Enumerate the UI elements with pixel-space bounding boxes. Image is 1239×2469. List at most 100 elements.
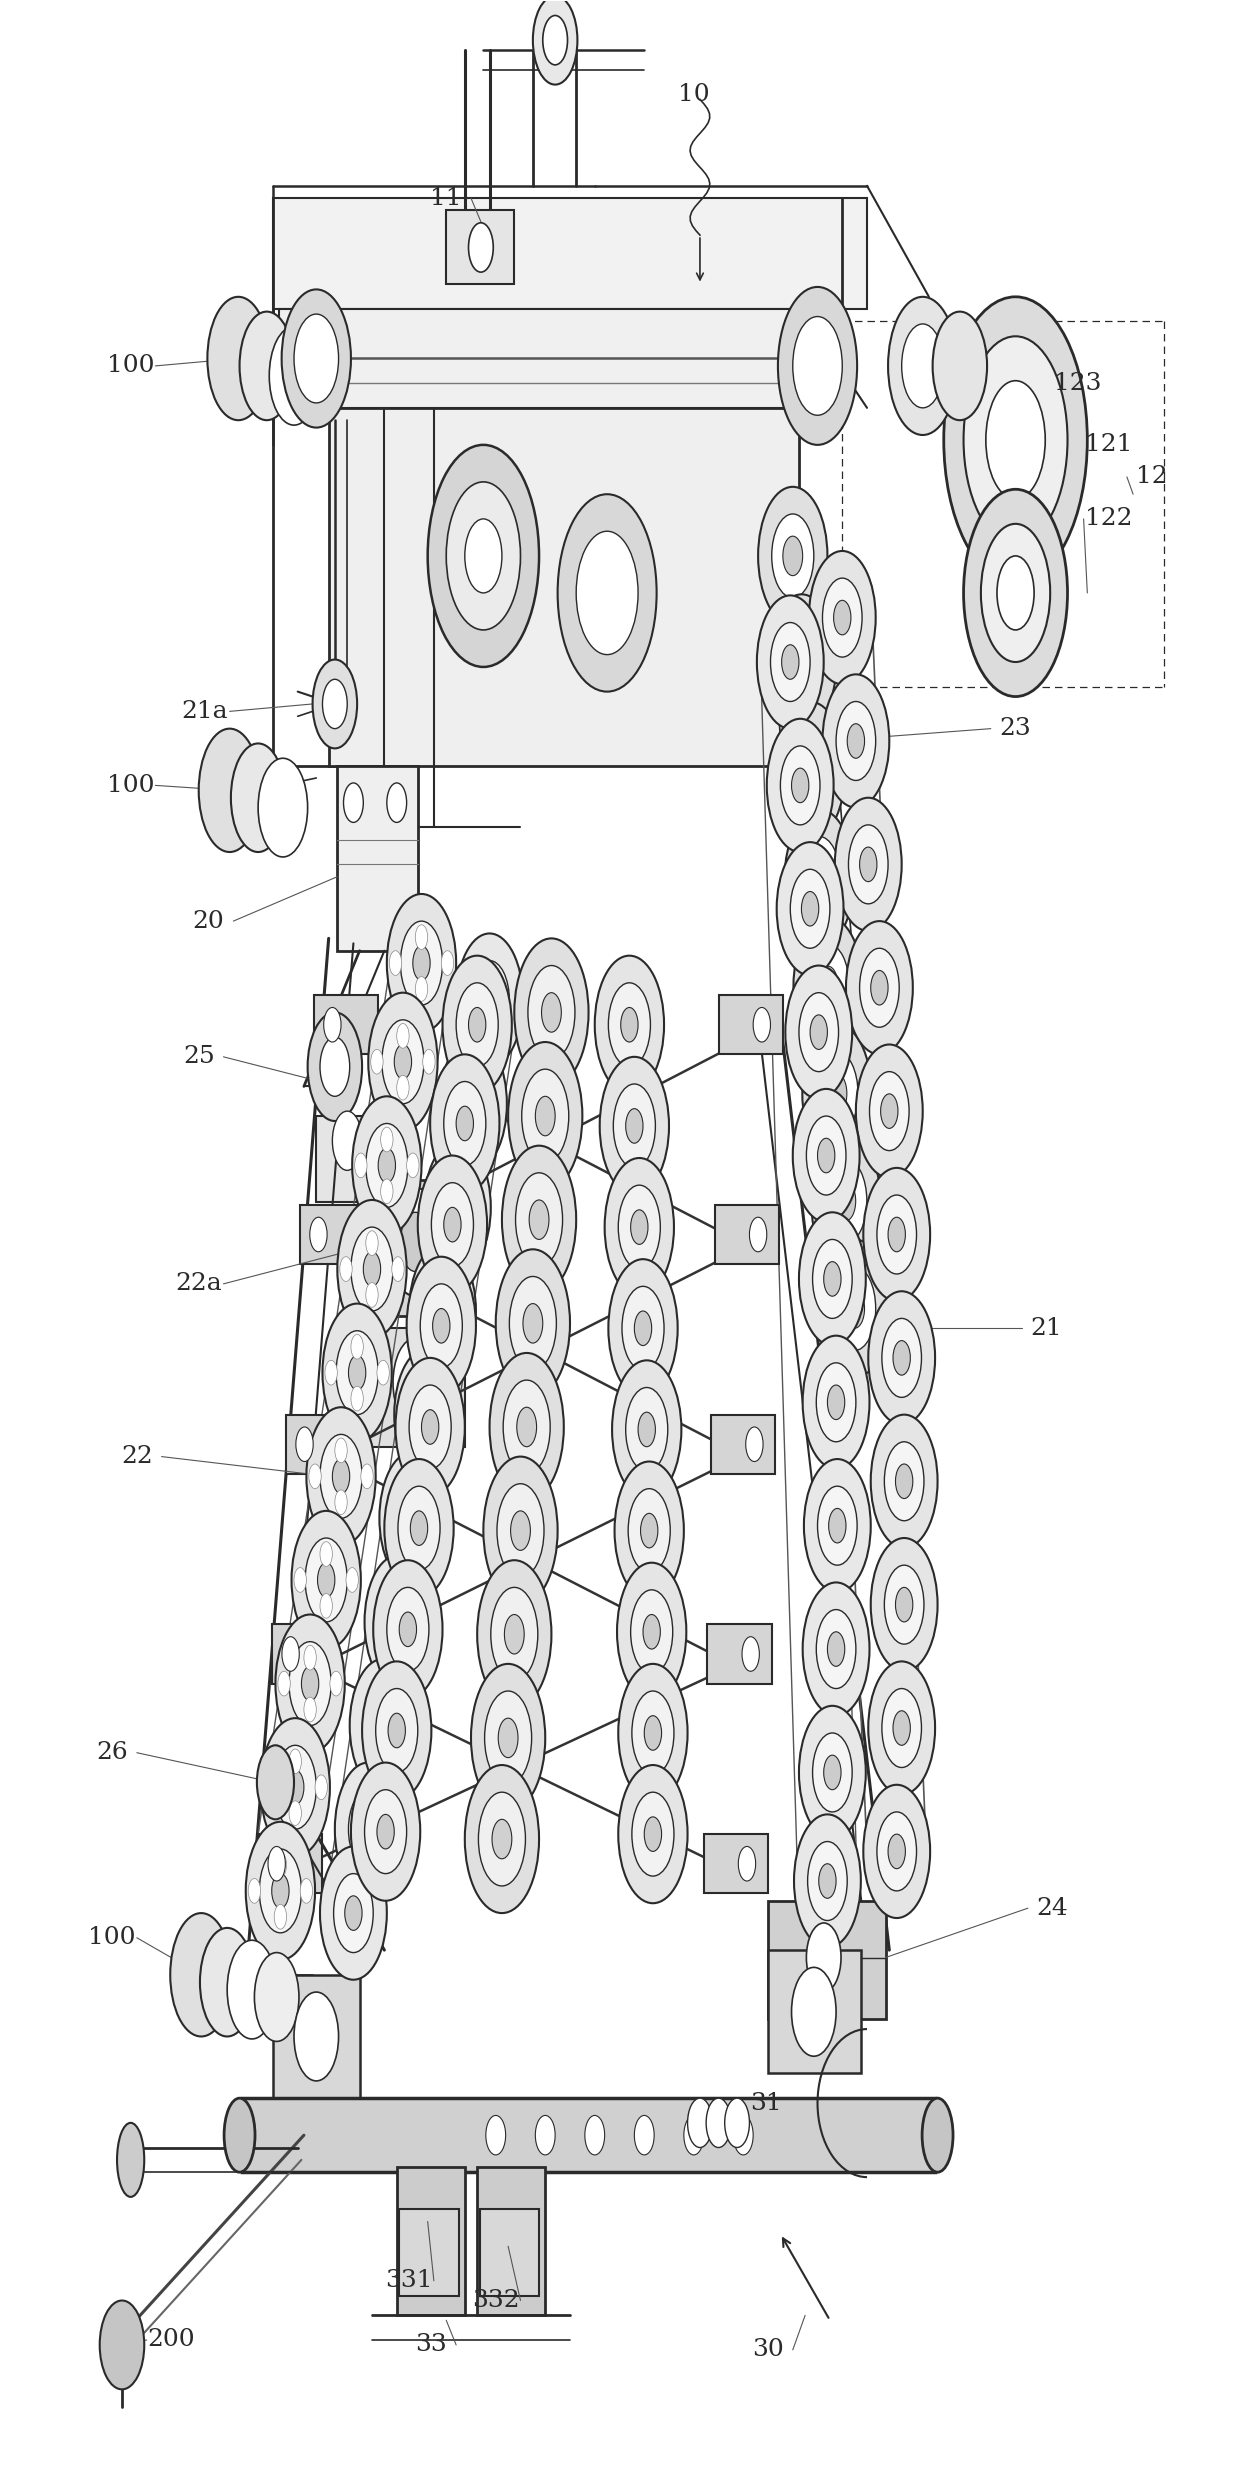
- Circle shape: [434, 1294, 451, 1328]
- Circle shape: [818, 965, 838, 1005]
- Circle shape: [337, 1200, 406, 1338]
- Circle shape: [442, 956, 512, 1094]
- Circle shape: [364, 1555, 431, 1689]
- Bar: [273, 1975, 359, 2099]
- Text: 30: 30: [752, 2338, 784, 2360]
- Text: 24: 24: [1037, 1896, 1068, 1921]
- Circle shape: [395, 1358, 465, 1496]
- Circle shape: [389, 951, 401, 975]
- Circle shape: [535, 2116, 555, 2155]
- Circle shape: [453, 1064, 493, 1143]
- Circle shape: [810, 1015, 828, 1049]
- Circle shape: [778, 286, 857, 444]
- Circle shape: [374, 1709, 392, 1743]
- Text: 332: 332: [472, 2289, 519, 2311]
- Circle shape: [576, 531, 638, 654]
- Circle shape: [271, 1874, 289, 1909]
- Circle shape: [864, 1168, 930, 1301]
- Circle shape: [888, 1217, 906, 1252]
- Circle shape: [746, 1427, 763, 1462]
- Circle shape: [626, 1388, 668, 1472]
- Circle shape: [332, 1111, 362, 1170]
- Circle shape: [835, 797, 902, 931]
- Circle shape: [413, 946, 430, 980]
- Circle shape: [364, 1790, 406, 1874]
- Circle shape: [378, 1583, 418, 1662]
- Circle shape: [444, 1081, 486, 1165]
- Bar: [477, 2168, 545, 2316]
- Bar: [711, 1415, 776, 1474]
- Circle shape: [543, 15, 567, 64]
- Circle shape: [387, 894, 456, 1032]
- Circle shape: [315, 1775, 327, 1800]
- Circle shape: [885, 1565, 924, 1644]
- Circle shape: [882, 1689, 922, 1768]
- Circle shape: [465, 518, 502, 593]
- Circle shape: [803, 1583, 870, 1716]
- Circle shape: [758, 486, 828, 625]
- Bar: [316, 1116, 378, 1202]
- Circle shape: [278, 1672, 290, 1696]
- Circle shape: [396, 1025, 409, 1049]
- Circle shape: [377, 1360, 389, 1385]
- Circle shape: [422, 1049, 435, 1074]
- Circle shape: [628, 1489, 670, 1573]
- Circle shape: [818, 1138, 835, 1173]
- Circle shape: [823, 578, 862, 657]
- Circle shape: [808, 1842, 847, 1921]
- Text: 33: 33: [415, 2333, 447, 2355]
- Circle shape: [368, 993, 437, 1131]
- Circle shape: [512, 1523, 549, 1597]
- Circle shape: [260, 1718, 330, 1857]
- Circle shape: [373, 1560, 442, 1699]
- Text: 100: 100: [88, 1926, 136, 1948]
- Circle shape: [893, 1711, 911, 1746]
- Circle shape: [738, 1847, 756, 1881]
- Circle shape: [818, 1486, 857, 1565]
- Circle shape: [777, 842, 844, 975]
- Circle shape: [258, 758, 307, 857]
- Circle shape: [503, 1380, 550, 1474]
- Circle shape: [408, 1375, 447, 1454]
- Circle shape: [478, 1792, 525, 1886]
- Circle shape: [359, 1812, 377, 1847]
- Circle shape: [533, 0, 577, 84]
- Circle shape: [869, 1662, 935, 1795]
- Ellipse shape: [116, 2123, 144, 2197]
- Circle shape: [786, 965, 852, 1099]
- Circle shape: [286, 1770, 304, 1805]
- Circle shape: [860, 948, 900, 1027]
- Circle shape: [415, 978, 427, 1002]
- Text: 200: 200: [147, 2328, 196, 2350]
- Circle shape: [706, 2099, 731, 2148]
- Circle shape: [456, 1106, 473, 1141]
- Circle shape: [422, 1272, 462, 1351]
- Circle shape: [615, 1462, 684, 1600]
- Bar: [399, 2210, 458, 2296]
- Circle shape: [530, 1106, 567, 1180]
- Circle shape: [99, 2301, 144, 2390]
- Circle shape: [824, 1755, 841, 1790]
- Circle shape: [366, 1281, 378, 1306]
- Circle shape: [477, 1560, 551, 1709]
- Circle shape: [871, 970, 888, 1005]
- Circle shape: [301, 1667, 318, 1701]
- Circle shape: [444, 1207, 461, 1242]
- Circle shape: [248, 1879, 260, 1904]
- Circle shape: [263, 1775, 275, 1800]
- Bar: [313, 995, 378, 1054]
- Bar: [479, 2210, 539, 2296]
- Circle shape: [782, 644, 799, 679]
- Circle shape: [380, 1128, 393, 1153]
- Circle shape: [449, 1190, 466, 1225]
- Circle shape: [757, 595, 824, 728]
- Circle shape: [742, 1637, 760, 1672]
- Circle shape: [809, 551, 876, 684]
- Circle shape: [406, 1153, 419, 1178]
- Circle shape: [468, 1007, 486, 1042]
- Circle shape: [351, 1227, 393, 1311]
- Circle shape: [618, 1664, 688, 1802]
- Circle shape: [621, 1007, 638, 1042]
- Bar: [328, 407, 799, 765]
- Bar: [366, 1180, 465, 1316]
